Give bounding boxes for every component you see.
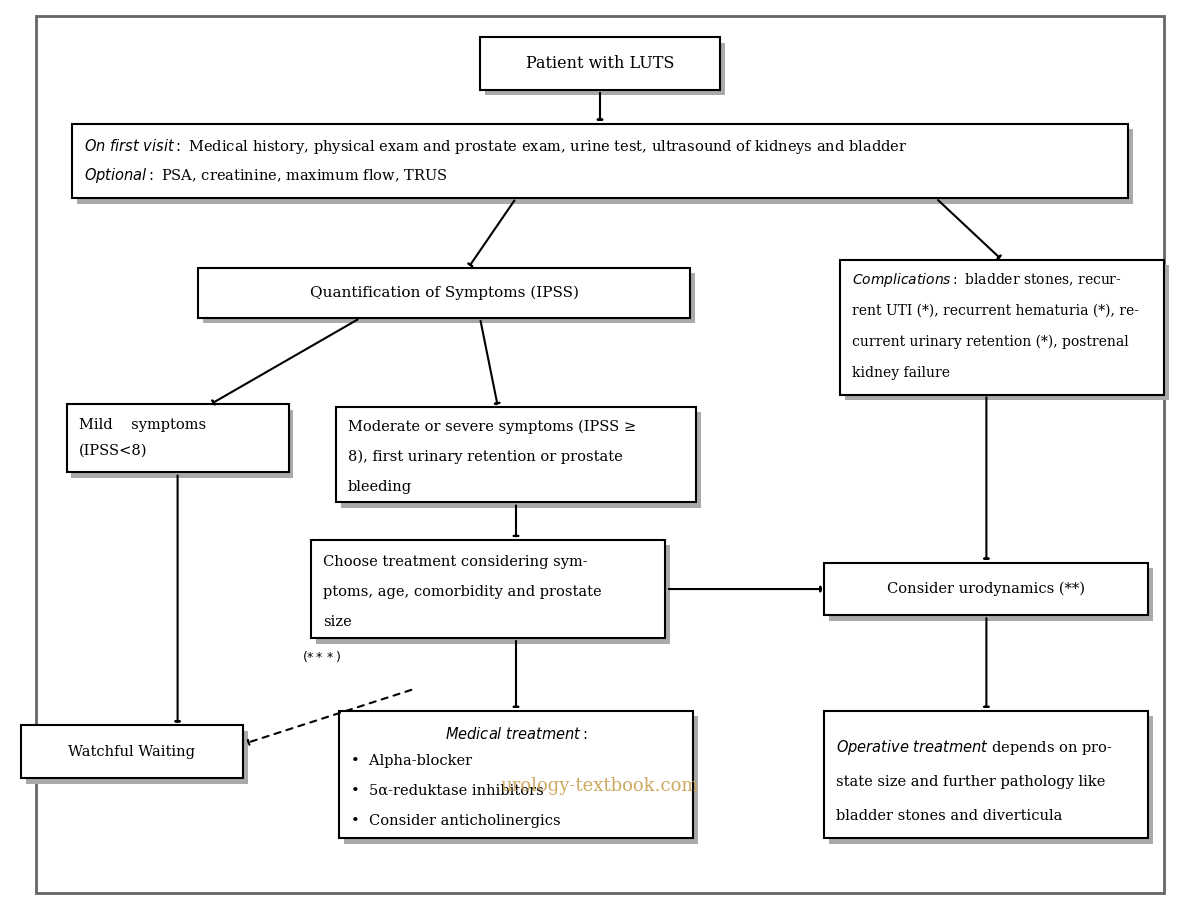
Text: $\it{Operative\ treatment}$ depends on pro-: $\it{Operative\ treatment}$ depends on p…: [836, 738, 1112, 756]
FancyBboxPatch shape: [77, 129, 1133, 204]
Text: Watchful Waiting: Watchful Waiting: [68, 744, 196, 759]
FancyBboxPatch shape: [311, 540, 665, 638]
FancyBboxPatch shape: [203, 273, 695, 324]
Text: urology-textbook.com: urology-textbook.com: [500, 777, 700, 795]
FancyBboxPatch shape: [829, 716, 1153, 844]
FancyBboxPatch shape: [341, 413, 701, 507]
FancyBboxPatch shape: [840, 260, 1164, 395]
Text: Mild    symptoms: Mild symptoms: [78, 418, 205, 433]
FancyBboxPatch shape: [22, 725, 244, 778]
Text: bleeding: bleeding: [348, 480, 412, 494]
Text: $\it{Medical\ treatment:}$: $\it{Medical\ treatment:}$: [445, 725, 587, 742]
FancyBboxPatch shape: [845, 265, 1169, 400]
FancyBboxPatch shape: [72, 124, 1128, 198]
Text: •  Alpha-blocker: • Alpha-blocker: [352, 754, 472, 768]
Text: Choose treatment considering sym-: Choose treatment considering sym-: [324, 554, 588, 569]
Text: current urinary retention (*), postrenal: current urinary retention (*), postrenal: [852, 335, 1129, 349]
FancyBboxPatch shape: [480, 37, 720, 90]
FancyBboxPatch shape: [67, 404, 288, 473]
Text: $(***) $: $(***) $: [302, 649, 341, 664]
Text: $\it{Complications:}$ bladder stones, recur-: $\it{Complications:}$ bladder stones, re…: [852, 271, 1122, 289]
Text: 8), first urinary retention or prostate: 8), first urinary retention or prostate: [348, 450, 623, 464]
Text: Patient with LUTS: Patient with LUTS: [526, 55, 674, 72]
Text: kidney failure: kidney failure: [852, 365, 950, 380]
Text: (IPSS<8): (IPSS<8): [78, 444, 148, 458]
Text: $\it{Optional:}$ PSA, creatinine, maximum flow, TRUS: $\it{Optional:}$ PSA, creatinine, maximu…: [84, 166, 448, 185]
Text: bladder stones and diverticula: bladder stones and diverticula: [836, 809, 1063, 824]
FancyBboxPatch shape: [72, 409, 293, 478]
Text: Quantification of Symptoms (IPSS): Quantification of Symptoms (IPSS): [310, 285, 578, 300]
Text: $\it{On\ first\ visit:}$ Medical history, physical exam and prostate exam, urine: $\it{On\ first\ visit:}$ Medical history…: [84, 137, 907, 155]
Text: •  5α-reduktase inhibitors: • 5α-reduktase inhibitors: [352, 784, 544, 798]
Text: Consider urodynamics (**): Consider urodynamics (**): [888, 582, 1086, 596]
Text: state size and further pathology like: state size and further pathology like: [836, 774, 1105, 789]
FancyBboxPatch shape: [198, 267, 690, 317]
Text: Moderate or severe symptoms (IPSS ≥: Moderate or severe symptoms (IPSS ≥: [348, 420, 636, 435]
Text: •  Consider anticholinergics: • Consider anticholinergics: [352, 814, 560, 828]
FancyBboxPatch shape: [26, 731, 247, 784]
FancyBboxPatch shape: [336, 407, 696, 502]
FancyBboxPatch shape: [824, 563, 1148, 615]
FancyBboxPatch shape: [485, 43, 725, 95]
FancyBboxPatch shape: [343, 716, 697, 844]
FancyBboxPatch shape: [829, 568, 1153, 621]
Text: size: size: [324, 614, 352, 629]
Text: ptoms, age, comorbidity and prostate: ptoms, age, comorbidity and prostate: [324, 584, 602, 599]
FancyBboxPatch shape: [338, 711, 692, 838]
FancyBboxPatch shape: [824, 711, 1148, 838]
Text: rent UTI (*), recurrent hematuria (*), re-: rent UTI (*), recurrent hematuria (*), r…: [852, 304, 1139, 318]
FancyBboxPatch shape: [316, 545, 671, 644]
